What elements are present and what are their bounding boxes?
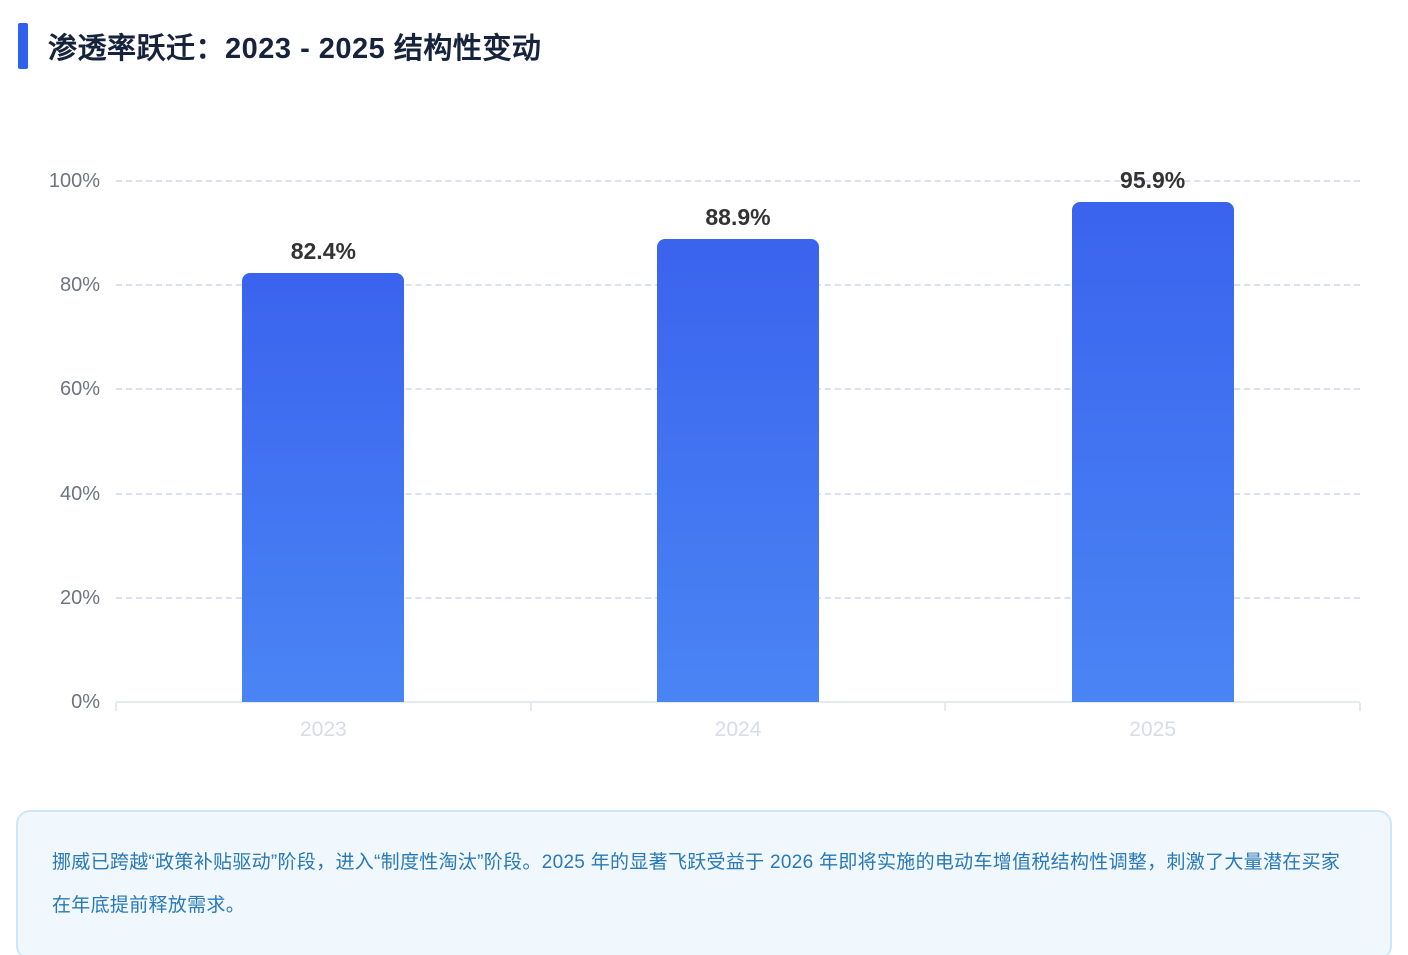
bar-chart: 0% 20% 40% 60% 80% 100% 82.4% 2023 88.9% 2024 95.9… <box>0 130 1408 770</box>
bar-value-label: 82.4% <box>290 237 356 264</box>
y-axis-label: 20% <box>59 586 100 609</box>
title-accent-bar <box>18 23 28 69</box>
y-axis-label: 0% <box>71 691 100 713</box>
page-title: 渗透率跃迁：2023 - 2025 结构性变动 <box>48 33 542 65</box>
insight-note-text: 挪威已跨越“政策补贴驱动”阶段，进入“制度性淘汰”阶段。2025 年的显著飞跃受… <box>52 852 1341 916</box>
bar-2025[interactable] <box>1071 202 1234 702</box>
bar-2024[interactable] <box>657 238 819 702</box>
insight-note: 挪威已跨越“政策补贴驱动”阶段，进入“制度性淘汰”阶段。2025 年的显著飞跃受… <box>16 810 1392 955</box>
axis-tick <box>944 703 947 711</box>
y-axis-label: 60% <box>59 378 100 401</box>
axis-tick <box>529 703 532 711</box>
y-axis-label: 100% <box>48 170 100 192</box>
x-axis-line <box>116 701 1360 703</box>
axis-tick <box>115 703 117 711</box>
y-axis-label: 40% <box>59 482 100 505</box>
page-header: 渗透率跃迁：2023 - 2025 结构性变动 <box>0 0 1408 70</box>
x-axis-label: 2024 <box>714 718 762 741</box>
axis-tick <box>1359 703 1361 711</box>
bar-value-label: 88.9% <box>705 203 771 230</box>
bar-value-label: 95.9% <box>1120 167 1186 194</box>
x-axis-label: 2023 <box>299 718 347 741</box>
x-axis-label: 2025 <box>1129 718 1177 741</box>
gridline <box>116 180 1360 182</box>
bar-2023[interactable] <box>242 272 405 702</box>
y-axis-label: 80% <box>59 274 100 297</box>
